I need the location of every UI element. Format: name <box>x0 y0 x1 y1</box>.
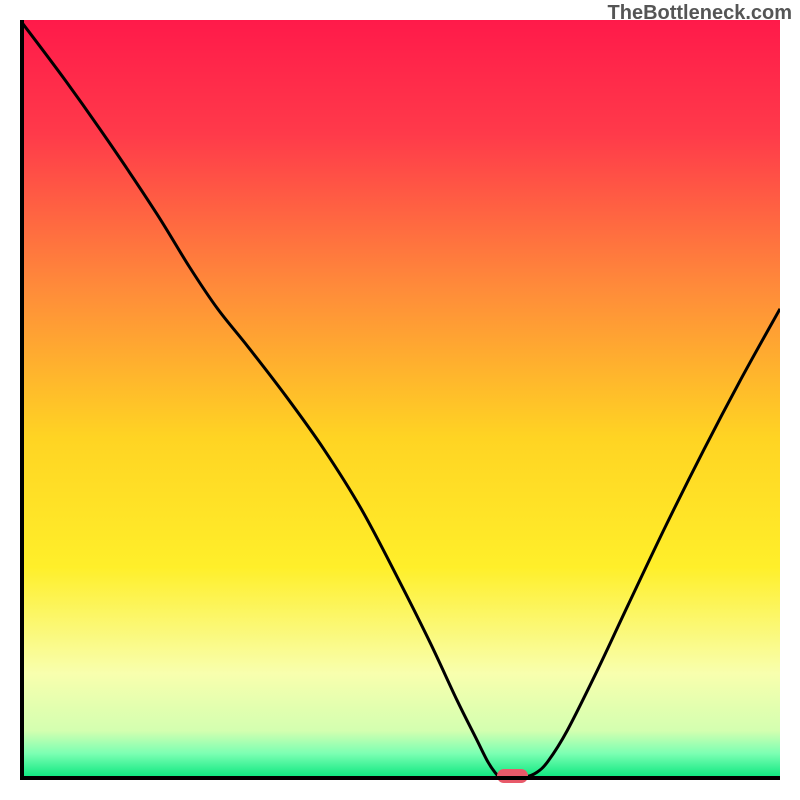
bottleneck-chart: TheBottleneck.com <box>0 0 800 800</box>
x-axis <box>20 776 780 780</box>
bottleneck-curve <box>20 20 780 780</box>
plot-area <box>20 20 780 780</box>
y-axis <box>20 20 24 780</box>
watermark-text: TheBottleneck.com <box>608 2 792 25</box>
